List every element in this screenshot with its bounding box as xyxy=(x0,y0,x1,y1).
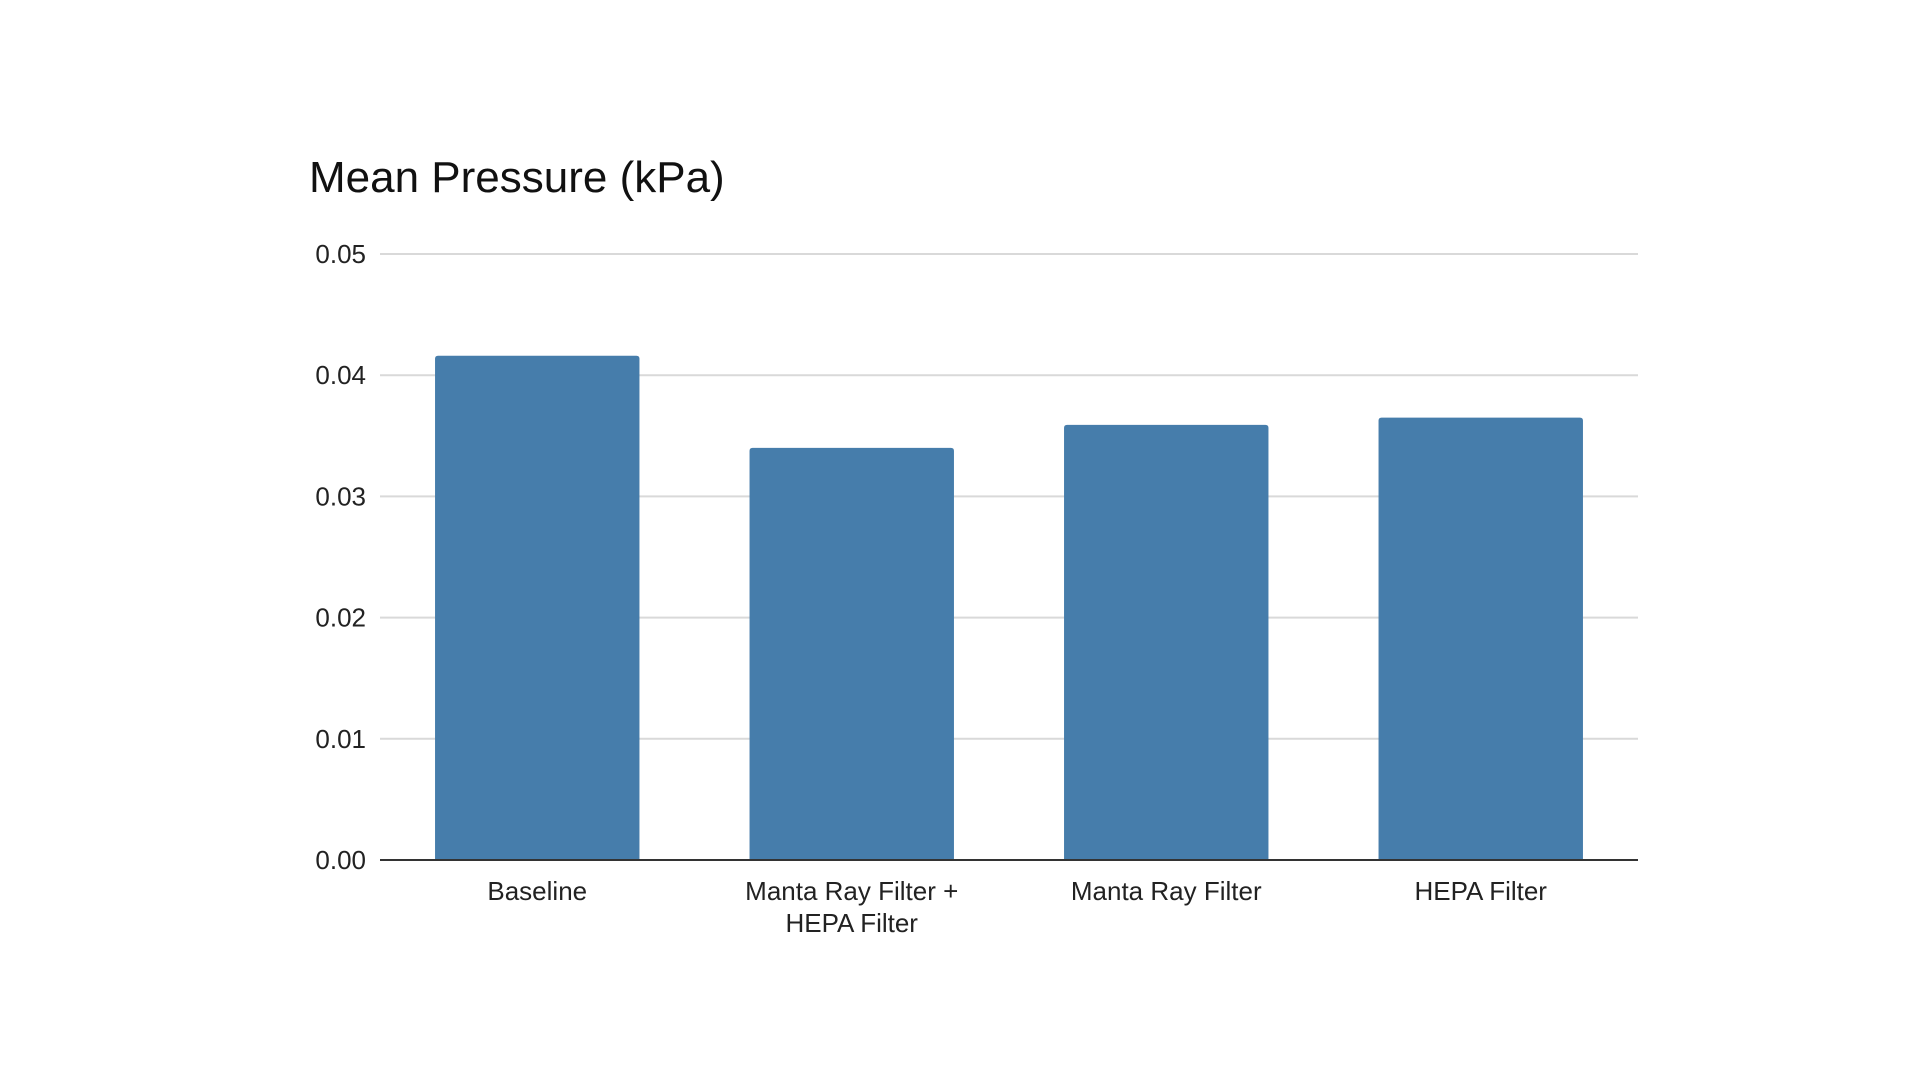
y-tick-label: 0.00 xyxy=(315,845,366,875)
x-tick-label-line: HEPA Filter xyxy=(1415,876,1548,906)
x-tick-label: Manta Ray Filter xyxy=(1071,876,1262,906)
x-tick-label: HEPA Filter xyxy=(1415,876,1548,906)
bar xyxy=(1064,424,1269,860)
y-tick-label: 0.04 xyxy=(315,360,366,390)
x-tick-label-line: Baseline xyxy=(487,876,587,906)
x-tick-label: Baseline xyxy=(487,876,587,906)
bar xyxy=(1378,417,1583,860)
bar xyxy=(749,447,954,860)
x-tick-label-line: HEPA Filter xyxy=(786,908,919,938)
chart-title: Mean Pressure (kPa) xyxy=(309,153,725,202)
x-tick-label-line: Manta Ray Filter + xyxy=(745,876,958,906)
bars xyxy=(435,355,1583,860)
y-tick-label: 0.05 xyxy=(315,239,366,269)
y-tick-label: 0.01 xyxy=(315,724,366,754)
y-tick-label: 0.02 xyxy=(315,603,366,633)
y-tick-label: 0.03 xyxy=(315,481,366,511)
x-tick-label-line: Manta Ray Filter xyxy=(1071,876,1262,906)
bar xyxy=(435,355,640,860)
x-tick-label: Manta Ray Filter + HEPA Filter xyxy=(745,876,958,938)
y-axis-ticks: 0.00 0.01 0.02 0.03 0.04 0.05 xyxy=(315,239,366,875)
x-axis-ticks: Baseline Manta Ray Filter + HEPA FilterMan… xyxy=(487,876,1547,938)
